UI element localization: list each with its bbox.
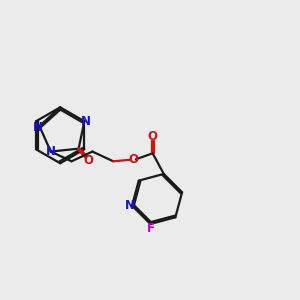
Text: O: O — [128, 153, 138, 167]
Text: N: N — [125, 199, 135, 212]
Text: O: O — [148, 130, 158, 143]
Text: O: O — [84, 154, 94, 166]
Text: F: F — [147, 222, 155, 235]
Text: N: N — [33, 121, 43, 134]
Text: N: N — [81, 115, 91, 128]
Text: N: N — [46, 145, 56, 158]
